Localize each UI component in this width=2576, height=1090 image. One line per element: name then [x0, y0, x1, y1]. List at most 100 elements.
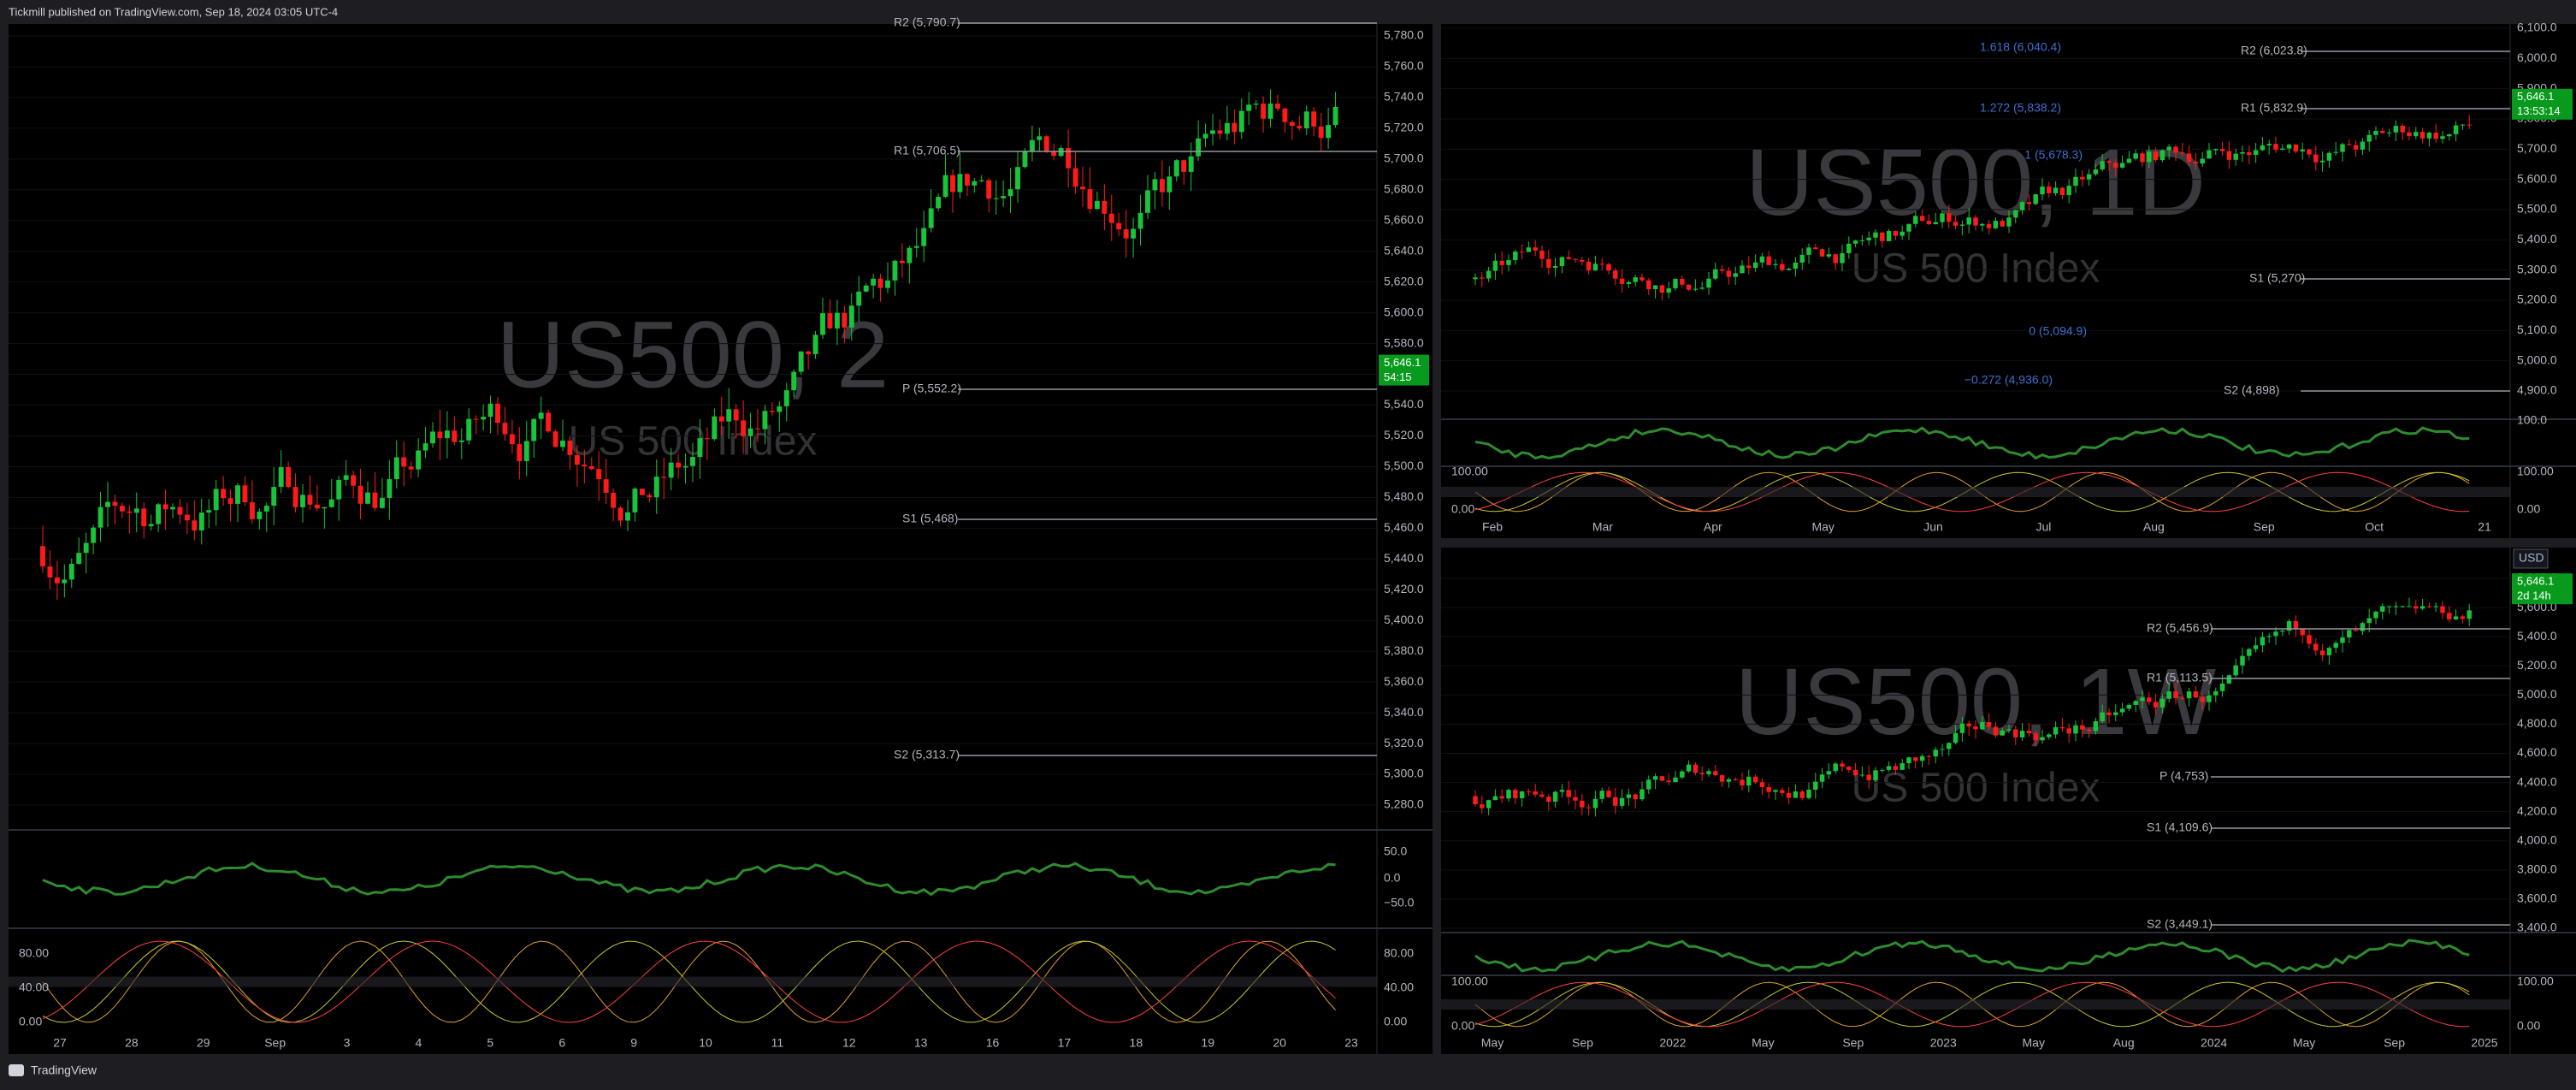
chart-pane — [9, 24, 1433, 1054]
candle — [1592, 264, 1598, 271]
candle — [690, 457, 695, 466]
time-axis-label: 17 — [1058, 1036, 1072, 1050]
candle — [2106, 712, 2112, 715]
candle — [1852, 769, 1858, 775]
candle — [1326, 125, 1332, 139]
candle — [1773, 264, 1778, 265]
candle — [1246, 104, 1252, 111]
candle — [2006, 217, 2012, 227]
candle — [322, 506, 328, 509]
oscillator-axis-label: 80.00 — [1384, 946, 1414, 960]
candle — [1766, 256, 1771, 265]
candle — [2040, 737, 2045, 741]
candle — [271, 487, 277, 506]
price-axis-label: 3,800.0 — [2517, 862, 2557, 876]
candle — [416, 450, 422, 470]
price-axis-label: 5,200.0 — [2517, 293, 2557, 306]
candle — [2147, 151, 2152, 163]
candle — [1232, 122, 1238, 133]
pivot-label: P (4,753) — [2159, 769, 2208, 783]
candle — [2233, 153, 2238, 160]
candle — [1480, 277, 1485, 279]
time-axis-label: Sep — [1842, 1036, 1864, 1050]
candle — [162, 504, 168, 510]
candle — [2347, 630, 2352, 638]
candle — [1846, 243, 1852, 253]
candle — [1094, 200, 1100, 210]
fib-label: −0.272 (4,936.0) — [1964, 373, 2053, 387]
brand-logo[interactable] — [9, 1064, 24, 1076]
candle — [1224, 122, 1230, 134]
fib-label: 1.272 (5,838.2) — [1980, 101, 2061, 115]
price-axis-label: 5,780.0 — [1384, 28, 1424, 42]
candle — [1826, 254, 1832, 257]
candle — [2159, 150, 2165, 161]
candle — [119, 506, 125, 512]
candle — [1786, 792, 1792, 798]
candle — [1311, 111, 1317, 127]
candle — [2414, 606, 2419, 609]
fib-label: 1 (5,678.3) — [2024, 148, 2083, 162]
candle — [2086, 174, 2092, 180]
time-axis-label: 23 — [1344, 1036, 1358, 1050]
candle — [1873, 770, 1878, 780]
price-axis-label: 5,400.0 — [2517, 629, 2557, 643]
candle — [422, 443, 428, 451]
price-axis-label: 5,640.0 — [1384, 243, 1424, 257]
candle — [1580, 800, 1585, 808]
candle — [2119, 163, 2125, 168]
candle — [1102, 200, 1108, 214]
candle — [2019, 731, 2025, 738]
oscillator-line — [1474, 426, 2470, 460]
candle — [2180, 152, 2185, 154]
candle — [2093, 720, 2099, 732]
candle — [647, 495, 653, 498]
time-axis-label: Sep — [2384, 1036, 2405, 1050]
candle — [509, 434, 515, 445]
candle — [257, 511, 263, 519]
candle — [2159, 698, 2165, 708]
candle — [928, 208, 934, 228]
oscillator-axis-label: 100.0 — [2517, 413, 2547, 427]
oscillator-axis-label: 100.00 — [2517, 465, 2554, 478]
candle — [2019, 202, 2025, 210]
candle — [1752, 262, 1758, 269]
candle — [40, 546, 45, 567]
candle — [993, 198, 999, 199]
pivot-label: R2 (5,790.7) — [894, 15, 960, 29]
candle — [1986, 722, 1992, 727]
candle — [1613, 797, 1618, 806]
candle — [2460, 616, 2466, 619]
candle — [1806, 789, 1811, 798]
candle — [1640, 789, 1645, 800]
candle — [2426, 133, 2432, 139]
price-axis-label: 5,400.0 — [2517, 232, 2557, 246]
fib-label: 0 (5,094.9) — [2029, 324, 2087, 338]
candle — [1759, 782, 1765, 787]
oscillator-left-label: 100.00 — [1451, 974, 1488, 988]
candle — [1526, 791, 1532, 793]
candle — [1980, 223, 1985, 226]
candle — [2000, 221, 2005, 227]
time-axis-label: 3 — [344, 1036, 351, 1050]
candle — [2073, 176, 2078, 187]
price-tag-text: 54:15 — [1384, 370, 1412, 383]
price-axis-label: 5,460.0 — [1384, 520, 1424, 534]
pivot-label: S2 (4,898) — [2224, 383, 2279, 397]
oscillator-left-label: 40.00 — [19, 980, 49, 994]
candle — [2447, 133, 2452, 137]
time-axis-label: Apr — [1704, 520, 1722, 534]
candle — [726, 409, 732, 422]
pivot-label: P (5,552.2) — [902, 382, 961, 395]
candle — [1188, 156, 1194, 172]
candle — [2433, 133, 2438, 139]
oscillator-axis-label: 0.0 — [1384, 871, 1401, 885]
candle — [2380, 131, 2385, 133]
price-axis-label: 5,340.0 — [1384, 705, 1424, 719]
candle — [1167, 176, 1173, 193]
candle — [1108, 213, 1114, 223]
candle — [1566, 790, 1571, 797]
candle — [112, 501, 118, 506]
candle — [1238, 110, 1244, 133]
brand[interactable]: TradingView — [31, 1063, 97, 1077]
